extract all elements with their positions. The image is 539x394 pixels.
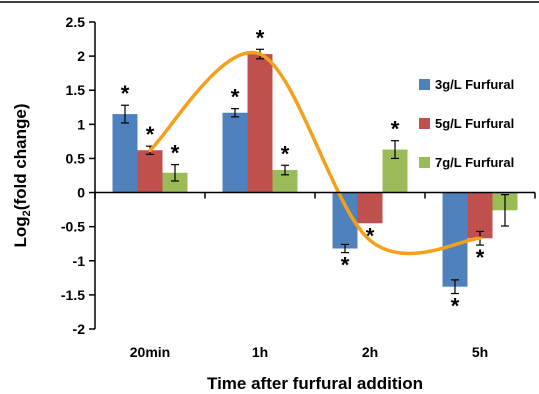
x-axis-ticks: 20min 1h 2h 5h bbox=[130, 344, 488, 360]
y-tick-label: -1.5 bbox=[61, 287, 85, 303]
error-bars bbox=[121, 48, 509, 295]
significance-star: * bbox=[451, 294, 460, 319]
y-tick-label: 1.5 bbox=[66, 82, 86, 98]
x-axis-title: Time after furfural addition bbox=[207, 374, 423, 393]
trend-line bbox=[148, 50, 482, 256]
x-tick-label: 2h bbox=[362, 344, 378, 360]
bar bbox=[272, 170, 298, 193]
axes bbox=[89, 21, 536, 330]
y-tick-label: 0 bbox=[77, 185, 85, 201]
bars bbox=[112, 54, 518, 287]
y-tick-label: -0.5 bbox=[61, 219, 85, 235]
bar bbox=[162, 172, 188, 193]
bar bbox=[247, 54, 273, 193]
legend: 3g/L Furfural 5g/L Furfural 7g/L Furfural bbox=[419, 77, 514, 170]
significance-star: * bbox=[256, 25, 265, 50]
x-tick-label: 20min bbox=[130, 344, 170, 360]
significance-star: * bbox=[366, 223, 375, 248]
significance-star: * bbox=[171, 141, 180, 166]
y-tick-label: 2.5 bbox=[66, 14, 86, 30]
x-tick-label: 1h bbox=[252, 344, 268, 360]
bar bbox=[112, 114, 138, 193]
y-axis-title-rest: (fold change) bbox=[11, 104, 30, 211]
y-tick-label: 1 bbox=[77, 116, 85, 132]
legend-label: 7g/L Furfural bbox=[435, 155, 514, 170]
significance-star: * bbox=[281, 141, 290, 166]
y-axis-title-main: Log bbox=[11, 216, 30, 247]
y-tick-label: 2 bbox=[77, 48, 85, 64]
significance-star: * bbox=[146, 122, 155, 147]
y-tick-label: -2 bbox=[73, 321, 86, 337]
y-axis-title-subscript: 2 bbox=[21, 210, 33, 216]
y-tick-label: 0.5 bbox=[66, 150, 86, 166]
significance-star: * bbox=[476, 245, 485, 270]
bar bbox=[222, 112, 248, 193]
significance-star: * bbox=[391, 117, 400, 142]
legend-swatch bbox=[419, 157, 430, 168]
legend-swatch bbox=[419, 79, 430, 90]
significance-star: * bbox=[231, 85, 240, 110]
bar bbox=[467, 192, 493, 239]
y-axis-ticks: -2 -1.5 -1 -0.5 0 0.5 1 1.5 2 2.5 bbox=[61, 14, 85, 337]
y-axis-title: Log2(fold change) bbox=[11, 104, 33, 248]
significance-star: * bbox=[341, 253, 350, 278]
bar bbox=[442, 192, 468, 287]
bar bbox=[357, 192, 383, 224]
significance-star: * bbox=[121, 81, 130, 106]
x-tick-label: 5h bbox=[472, 344, 488, 360]
bar bbox=[137, 150, 163, 193]
legend-label: 5g/L Furfural bbox=[435, 116, 514, 131]
legend-label: 3g/L Furfural bbox=[435, 77, 514, 92]
y-tick-label: -1 bbox=[73, 253, 86, 269]
significance-markers: * * * * * * * * * * * bbox=[121, 25, 485, 318]
legend-swatch bbox=[419, 118, 430, 129]
